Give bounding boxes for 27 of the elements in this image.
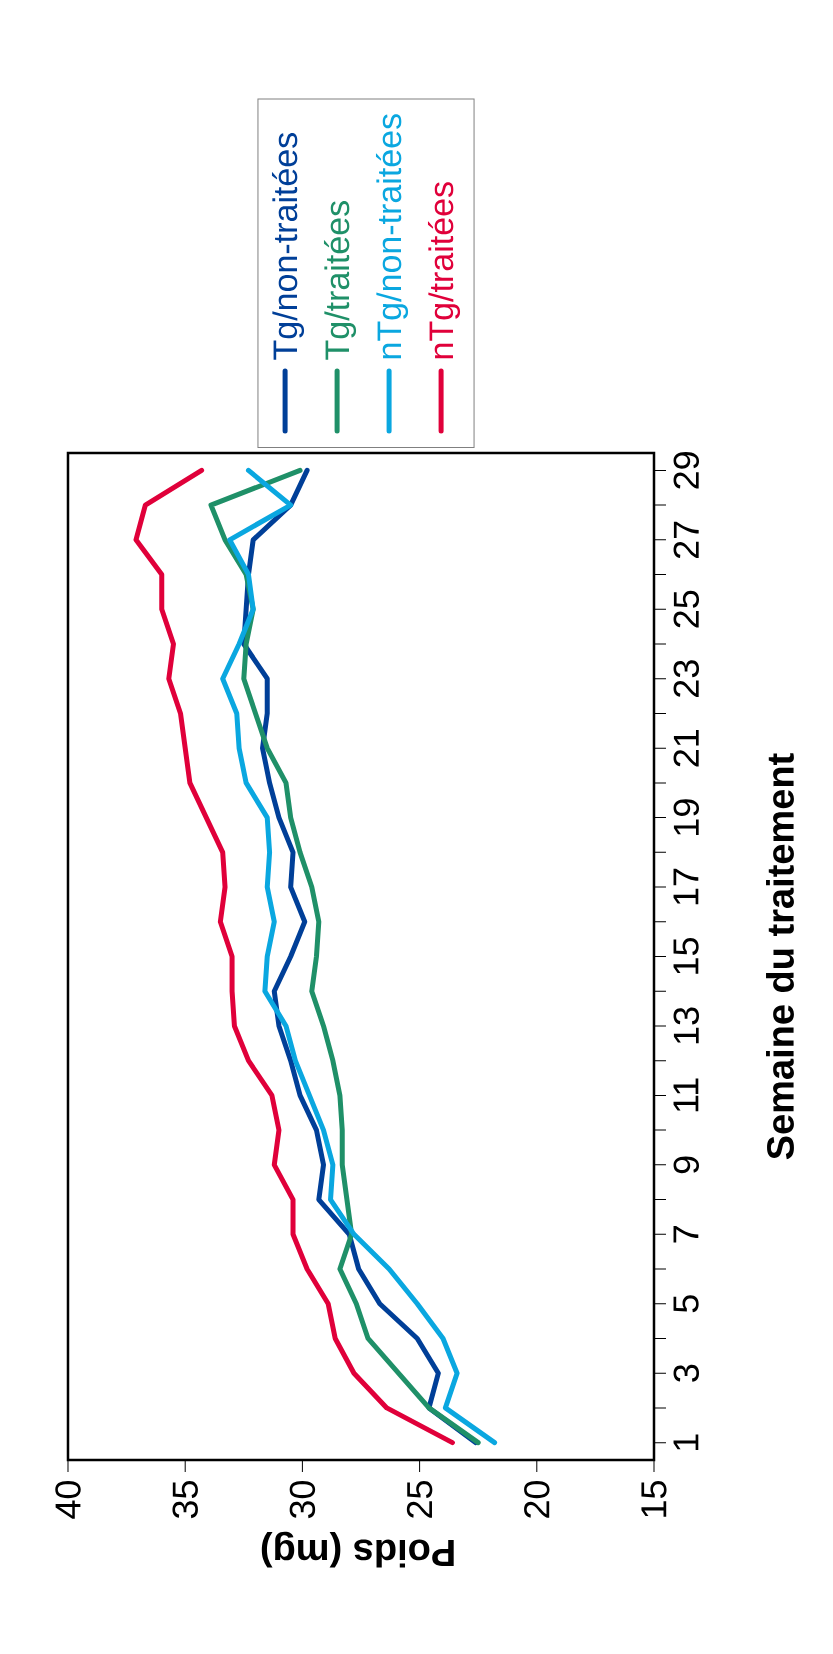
x-axis-title: Poids (mg) — [261, 1531, 454, 1568]
y-tick-label: 25 — [673, 590, 700, 628]
text: nTg/traitées — [427, 182, 461, 359]
x-tick-label: 25 — [406, 1481, 433, 1518]
x-tick-label: 40 — [55, 1480, 81, 1519]
y-tick-label: 15 — [673, 938, 699, 974]
y-tick-label: 1 — [673, 1434, 699, 1450]
text: Tg/non-traitées — [271, 133, 305, 360]
y-tick-label: 9 — [673, 1156, 700, 1174]
y-tick-label: 3 — [673, 1364, 700, 1382]
y-tick-label: 13 — [673, 1007, 700, 1044]
y-tick-label: 19 — [673, 799, 700, 835]
text: nTg/non-traitées — [375, 114, 409, 359]
text: Tg/traitées — [323, 201, 357, 360]
x-tick-label: 15 — [641, 1481, 667, 1517]
y-tick-label: 21 — [673, 729, 699, 767]
y-tick-label: 29 — [673, 452, 700, 489]
y-tick-label: 5 — [673, 1295, 699, 1313]
y-tick-label: 11 — [673, 1078, 699, 1112]
y-tick-label: 23 — [673, 660, 700, 697]
y-axis-title: Semaine du traitement — [766, 753, 794, 1160]
x-tick-label: 30 — [289, 1480, 316, 1519]
x-tick-label: 35 — [172, 1481, 198, 1519]
y-tick-label: 27 — [673, 521, 699, 559]
y-tick-label: 7 — [673, 1226, 699, 1243]
y-tick-label: 17 — [673, 868, 699, 905]
x-tick-label: 20 — [524, 1480, 550, 1518]
